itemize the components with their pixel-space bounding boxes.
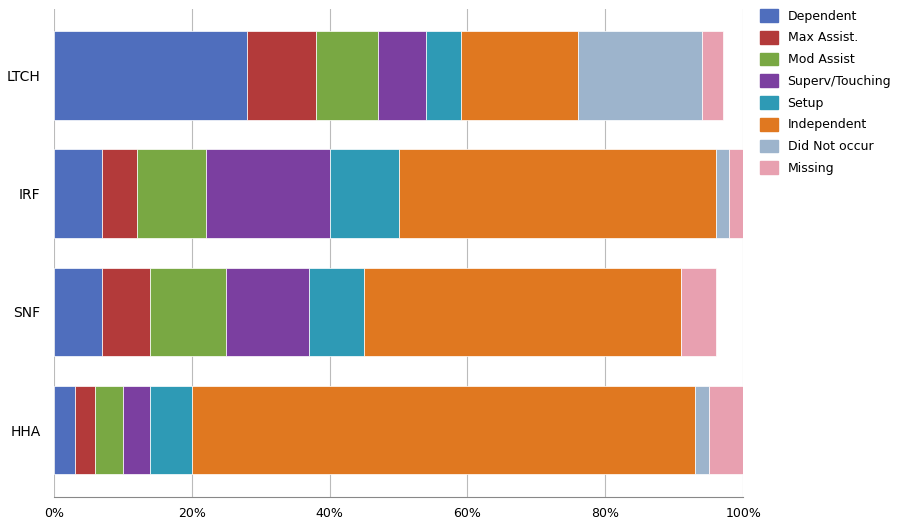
Bar bbox=[695, 386, 709, 474]
Bar bbox=[96, 386, 123, 474]
Bar bbox=[102, 268, 151, 356]
Bar bbox=[226, 268, 308, 356]
Bar bbox=[54, 149, 102, 238]
Bar bbox=[151, 268, 226, 356]
Bar bbox=[681, 268, 715, 356]
Bar bbox=[151, 386, 192, 474]
Bar bbox=[102, 149, 136, 238]
Bar bbox=[329, 149, 399, 238]
Bar bbox=[75, 386, 96, 474]
Bar bbox=[426, 31, 461, 120]
Bar bbox=[702, 31, 723, 120]
Bar bbox=[709, 386, 743, 474]
Bar bbox=[136, 149, 206, 238]
Bar bbox=[54, 386, 75, 474]
Bar bbox=[192, 386, 695, 474]
Bar bbox=[247, 31, 316, 120]
Bar bbox=[316, 31, 378, 120]
Bar bbox=[206, 149, 329, 238]
Legend: Dependent, Max Assist., Mod Assist, Superv/Touching, Setup, Independent, Did Not: Dependent, Max Assist., Mod Assist, Supe… bbox=[757, 5, 895, 179]
Bar bbox=[730, 149, 743, 238]
Bar bbox=[578, 31, 702, 120]
Bar bbox=[364, 268, 681, 356]
Bar bbox=[54, 31, 247, 120]
Bar bbox=[461, 31, 578, 120]
Bar bbox=[399, 149, 715, 238]
Bar bbox=[378, 31, 426, 120]
Bar bbox=[308, 268, 364, 356]
Bar bbox=[123, 386, 151, 474]
Bar bbox=[715, 149, 730, 238]
Bar bbox=[54, 268, 102, 356]
